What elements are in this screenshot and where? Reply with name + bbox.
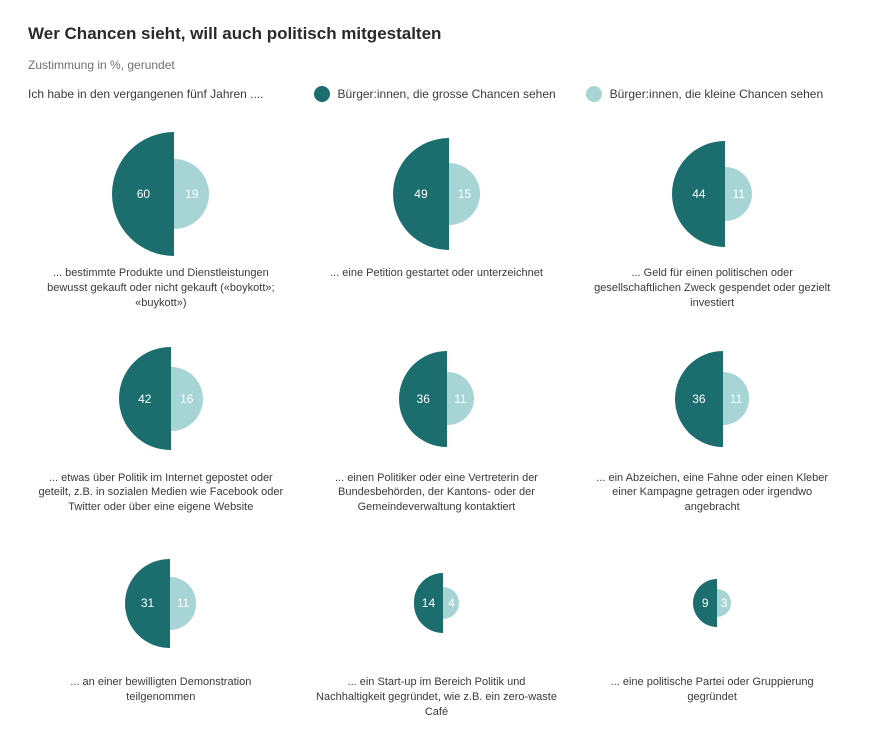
half-circle-small: 3 xyxy=(717,589,731,617)
half-circle-small: 11 xyxy=(170,577,197,630)
half-circle-small: 16 xyxy=(171,367,203,431)
half-circle-small: 19 xyxy=(174,159,209,229)
value-big: 49 xyxy=(414,187,427,201)
chart-caption: ... Geld für einen politischen oder gese… xyxy=(587,266,837,311)
legend-label-big: Bürger:innen, die grosse Chancen sehen xyxy=(338,87,556,101)
value-small: 11 xyxy=(730,392,742,406)
value-small: 11 xyxy=(454,392,466,406)
chart-caption: ... ein Start-up im Bereich Politik und … xyxy=(311,675,561,720)
chart-area: 42 16 xyxy=(28,329,294,469)
half-circle-big: 36 xyxy=(675,351,723,447)
legend-item-small: Bürger:innen, die kleine Chancen sehen xyxy=(586,86,823,102)
half-circle-big: 36 xyxy=(399,351,447,447)
chart-area: 36 11 xyxy=(579,329,845,469)
half-circle-pair: 44 11 xyxy=(672,141,752,247)
value-big: 60 xyxy=(137,187,150,201)
chart-cell: 60 19 ... bestimmte Produkte und Dienstlei… xyxy=(28,124,294,311)
half-circle-small: 11 xyxy=(723,372,750,425)
chart-caption: ... bestimmte Produkte und Dienstleistun… xyxy=(36,266,286,311)
chart-caption: ... an einer bewilligten Demonstration t… xyxy=(36,675,286,705)
chart-area: 60 19 xyxy=(28,124,294,264)
legend-row: Ich habe in den vergangenen fünf Jahren … xyxy=(28,86,845,102)
value-big: 14 xyxy=(422,596,435,610)
chart-subtitle: Zustimmung in %, gerundet xyxy=(28,58,845,72)
half-circle-small: 11 xyxy=(447,372,474,425)
legend-item-big: Bürger:innen, die grosse Chancen sehen xyxy=(314,86,556,102)
chart-caption: ... eine politische Partei oder Gruppier… xyxy=(587,675,837,705)
half-circle-big: 9 xyxy=(693,579,717,627)
value-big: 9 xyxy=(702,596,709,610)
value-big: 36 xyxy=(417,392,430,406)
chart-cell: 42 16 ... etwas über Politik im Internet g… xyxy=(28,329,294,516)
half-circle-small: 4 xyxy=(443,587,459,619)
chart-caption: ... einen Politiker oder eine Vertreteri… xyxy=(311,471,561,516)
chart-area: 14 4 xyxy=(304,533,570,673)
half-circle-pair: 14 4 xyxy=(414,573,460,633)
chart-area: 44 11 xyxy=(579,124,845,264)
chart-area: 36 11 xyxy=(304,329,570,469)
value-small: 4 xyxy=(448,596,455,610)
chart-cell: 36 11 ... einen Politiker oder eine Vertre… xyxy=(304,329,570,516)
chart-cell: 36 11 ... ein Abzeichen, eine Fahne oder e… xyxy=(579,329,845,516)
value-small: 11 xyxy=(177,596,189,610)
chart-cell: 44 11 ... Geld für einen politischen oder … xyxy=(579,124,845,311)
half-circle-big: 44 xyxy=(672,141,725,247)
half-circle-small: 11 xyxy=(725,167,752,220)
legend-label-small: Bürger:innen, die kleine Chancen sehen xyxy=(610,87,823,101)
chart-area: 49 15 xyxy=(304,124,570,264)
legend-swatch-big xyxy=(314,86,330,102)
chart-caption: ... eine Petition gestartet oder unterze… xyxy=(330,266,543,281)
half-circle-big: 31 xyxy=(125,559,170,648)
half-circle-pair: 60 19 xyxy=(112,132,209,256)
half-circle-big: 60 xyxy=(112,132,174,256)
value-small: 19 xyxy=(185,187,198,201)
value-small: 15 xyxy=(458,187,471,201)
intro-text: Ich habe in den vergangenen fünf Jahren … xyxy=(28,87,264,101)
chart-cell: 14 4 ... ein Start-up im Bereich Politik u… xyxy=(304,533,570,720)
chart-caption: ... ein Abzeichen, eine Fahne oder einen… xyxy=(587,471,837,516)
value-big: 36 xyxy=(692,392,705,406)
chart-area: 93 xyxy=(579,533,845,673)
half-circle-small: 15 xyxy=(449,163,480,225)
half-circle-big: 49 xyxy=(393,138,449,250)
chart-cell: 93 ... eine politische Partei oder Gruppi… xyxy=(579,533,845,720)
chart-cell: 49 15 ... eine Petition gestartet oder unt… xyxy=(304,124,570,311)
chart-area: 31 11 xyxy=(28,533,294,673)
half-circle-pair: 31 11 xyxy=(125,559,196,648)
half-circle-pair: 36 11 xyxy=(399,351,474,447)
half-circle-big: 42 xyxy=(119,347,171,451)
half-circle-pair: 93 xyxy=(693,579,731,627)
half-circle-pair: 49 15 xyxy=(393,138,480,250)
half-circle-big: 14 xyxy=(414,573,444,633)
chart-title: Wer Chancen sieht, will auch politisch m… xyxy=(28,24,845,44)
chart-cell: 31 11 ... an einer bewilligten Demonstrati… xyxy=(28,533,294,720)
value-big: 44 xyxy=(692,187,705,201)
chart-caption: ... etwas über Politik im Internet gepos… xyxy=(36,471,286,516)
value-small: 16 xyxy=(180,392,193,406)
half-circle-pair: 42 16 xyxy=(119,347,203,451)
half-circle-pair: 36 11 xyxy=(675,351,750,447)
value-big: 31 xyxy=(141,596,154,610)
value-small: 11 xyxy=(732,187,744,201)
chart-grid: 60 19 ... bestimmte Produkte und Dienstlei… xyxy=(28,124,845,720)
value-small: 3 xyxy=(721,596,728,610)
value-big: 42 xyxy=(138,392,151,406)
legend-swatch-small xyxy=(586,86,602,102)
